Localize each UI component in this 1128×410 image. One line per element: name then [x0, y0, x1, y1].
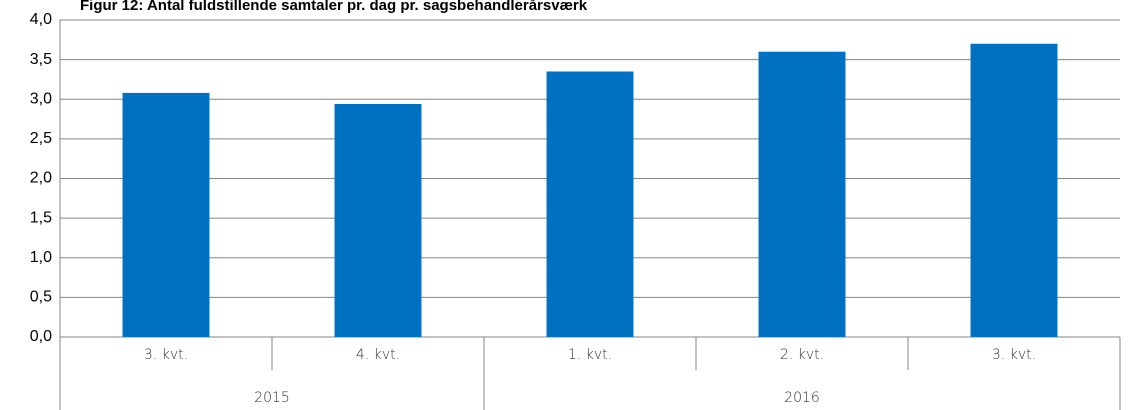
y-tick-label: 1,0 [30, 249, 52, 266]
bar [546, 71, 634, 337]
group-label: 2016 [784, 390, 820, 406]
x-tick-label: 4. kvt. [356, 347, 400, 363]
y-tick-label: 0,0 [30, 328, 52, 345]
y-tick-label: 3,0 [30, 90, 52, 107]
x-tick-label: 3. kvt. [144, 347, 188, 363]
y-tick-label: 1,5 [30, 209, 52, 226]
bar [758, 51, 846, 337]
y-tick-label: 2,5 [30, 130, 52, 147]
bar [970, 43, 1058, 338]
chart-title: Figur 12: Antal fuldstillende samtaler p… [80, 0, 588, 14]
y-tick-label: 4,0 [30, 11, 52, 28]
bar [122, 92, 210, 337]
group-label: 2015 [254, 390, 290, 406]
x-tick-label: 3. kvt. [992, 347, 1036, 363]
x-tick-label: 1. kvt. [568, 347, 612, 363]
y-tick-label: 3,5 [30, 51, 52, 68]
x-tick-label: 2. kvt. [780, 347, 824, 363]
bar [334, 104, 422, 337]
y-tick-label: 0,5 [30, 289, 52, 306]
y-tick-label: 2,0 [30, 170, 52, 187]
